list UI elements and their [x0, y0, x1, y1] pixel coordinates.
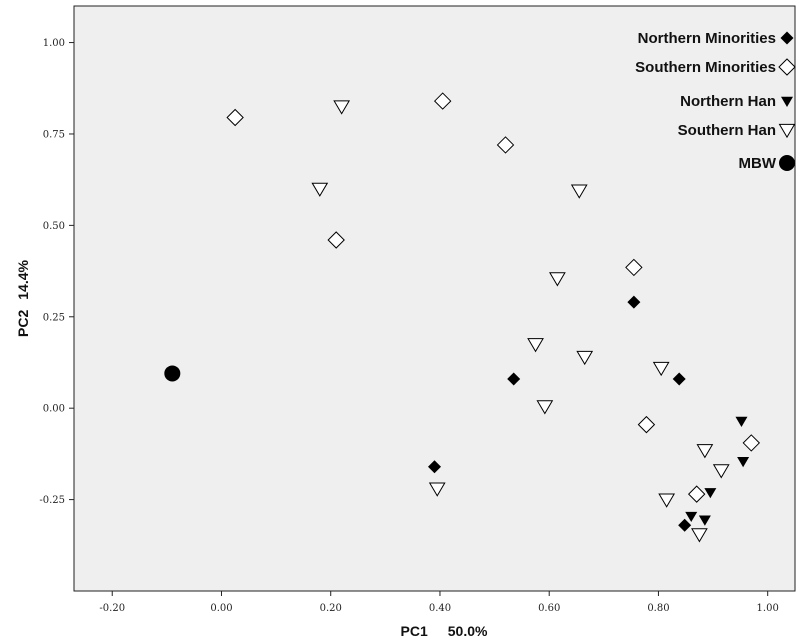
x-tick-label: 0.60	[538, 603, 560, 614]
legend-marker-mbw	[779, 155, 795, 171]
y-axis-label: PC2	[15, 310, 31, 337]
legend-marker-northern-minorities	[780, 31, 794, 45]
southern-minorities-point	[327, 231, 345, 249]
southern-han-point	[696, 444, 714, 459]
x-tick-label: 0.40	[429, 603, 451, 614]
southern-minorities-point	[433, 92, 452, 110]
southern-han-point	[712, 464, 730, 479]
legend-label-southern-minorities: Southern Minorities	[635, 59, 776, 76]
northern-minorities-point	[678, 518, 692, 532]
x-tick-label: -0.20	[99, 603, 125, 614]
northern-han-point	[685, 511, 698, 523]
y-tick-label: -0.25	[39, 495, 65, 506]
southern-minorities-point	[496, 136, 515, 154]
x-tick-label: 0.20	[320, 603, 342, 614]
legend-marker-southern-minorities	[778, 58, 796, 76]
y-axis-title: PC2 14.4%	[15, 259, 31, 336]
southern-han-point	[576, 350, 594, 366]
northern-han-point	[737, 457, 750, 468]
northern-han-point	[704, 488, 717, 499]
y-tick-label: 0.00	[43, 404, 65, 415]
northern-minorities-point	[672, 372, 686, 386]
x-tick-label: 0.00	[210, 603, 232, 614]
x-axis-label: PC1	[401, 623, 428, 639]
southern-han-point	[658, 493, 676, 508]
southern-minorities-point	[625, 258, 643, 277]
x-axis-ticks: -0.20 0.00 0.20 0.40 0.60 0.80 1.00	[99, 591, 779, 614]
southern-minorities-point	[742, 434, 761, 452]
mbw-point	[164, 365, 181, 382]
southern-han-point	[527, 338, 544, 353]
legend: Northern Minorities Southern Minorities No…	[635, 30, 796, 172]
x-axis-percent: 50.0%	[448, 623, 488, 639]
southern-han-point	[549, 272, 566, 287]
southern-han-point	[311, 182, 329, 197]
y-tick-label: 0.25	[43, 312, 65, 323]
legend-marker-northern-han	[781, 96, 793, 107]
northern-han-point	[698, 515, 711, 526]
y-axis-percent: 14.4%	[15, 259, 31, 299]
legend-marker-southern-han	[778, 123, 796, 139]
y-tick-label: 0.50	[43, 221, 65, 232]
y-axis-ticks: -0.25 0.00 0.25 0.50 0.75 1.00	[39, 38, 74, 506]
x-tick-label: 1.00	[757, 603, 779, 614]
southern-han-point	[428, 482, 446, 497]
x-axis-title: PC1 50.0%	[401, 623, 488, 639]
y-tick-label: 1.00	[43, 38, 65, 49]
x-tick-label: 0.80	[647, 603, 669, 614]
y-tick-label: 0.75	[43, 129, 65, 140]
legend-label-southern-han: Southern Han	[678, 122, 776, 139]
northern-minorities-point	[507, 372, 521, 386]
southern-han-point	[652, 361, 670, 377]
southern-minorities-point	[687, 485, 706, 503]
southern-han-point	[691, 528, 708, 543]
southern-minorities-point	[226, 108, 244, 127]
northern-han-point	[735, 416, 748, 427]
data-points	[164, 92, 761, 543]
southern-han-point	[536, 400, 554, 415]
legend-label-mbw: MBW	[739, 155, 777, 172]
southern-han-point	[333, 100, 351, 115]
northern-minorities-point	[627, 295, 641, 309]
northern-minorities-point	[428, 460, 441, 474]
legend-label-northern-han: Northern Han	[680, 93, 776, 110]
southern-han-point	[570, 184, 588, 199]
legend-label-northern-minorities: Northern Minorities	[638, 30, 776, 47]
southern-minorities-point	[637, 415, 656, 434]
